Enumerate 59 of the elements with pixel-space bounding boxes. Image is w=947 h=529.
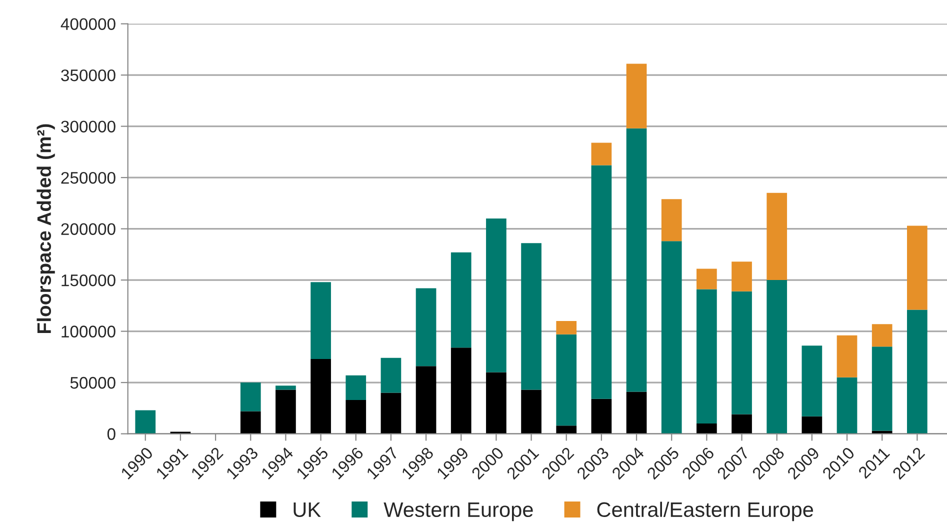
bar xyxy=(240,382,261,412)
bar xyxy=(907,226,928,310)
bar xyxy=(626,392,647,434)
legend-label: Western Europe xyxy=(384,502,533,522)
legend-label: UK xyxy=(294,502,321,518)
bar xyxy=(521,243,542,390)
bar xyxy=(732,262,752,292)
bar xyxy=(907,310,928,434)
bar xyxy=(380,392,402,434)
bar xyxy=(872,346,892,431)
bar xyxy=(556,321,577,334)
bar xyxy=(416,288,436,366)
y-tick-label: 400000 xyxy=(60,18,116,30)
bar xyxy=(591,165,612,399)
bar xyxy=(766,192,788,280)
bar xyxy=(346,400,366,434)
legend-label: Central/Eastern Europe xyxy=(597,502,814,522)
bar xyxy=(416,366,436,434)
y-tick-label: 300000 xyxy=(61,120,116,132)
bar xyxy=(836,377,858,434)
bar xyxy=(661,241,682,434)
y-tick-label: 100000 xyxy=(62,326,116,338)
bar xyxy=(310,358,331,434)
bar xyxy=(486,218,506,372)
bar xyxy=(872,324,892,347)
bar xyxy=(450,348,472,434)
bar xyxy=(310,282,331,359)
bar xyxy=(696,424,717,434)
bar xyxy=(696,289,717,424)
y-tick-label: 150000 xyxy=(62,274,116,286)
y-tick-label: 0 xyxy=(107,428,116,440)
bar xyxy=(732,291,752,414)
y-tick-label: 350000 xyxy=(61,69,116,82)
bar xyxy=(836,335,858,378)
bar xyxy=(802,416,822,434)
y-tick-label: 250000 xyxy=(61,172,116,184)
bar xyxy=(661,199,682,242)
bar xyxy=(626,64,647,128)
bar xyxy=(240,411,261,434)
bar xyxy=(696,268,717,290)
bar xyxy=(346,375,366,400)
y-tick-label: 50000 xyxy=(70,376,116,389)
bar xyxy=(521,390,542,434)
bar xyxy=(276,386,296,390)
bar xyxy=(135,410,156,434)
bar xyxy=(766,280,788,434)
bar xyxy=(380,358,402,393)
bar xyxy=(732,414,752,434)
bar xyxy=(276,390,296,434)
bar xyxy=(802,346,822,416)
bar xyxy=(556,334,577,426)
bar xyxy=(450,252,472,348)
bar xyxy=(486,372,506,434)
bar xyxy=(591,142,612,166)
bar xyxy=(626,128,647,392)
y-tick-label: 200000 xyxy=(61,223,116,235)
y-axis-title: Floorspace Added (m²) xyxy=(36,124,55,333)
bar xyxy=(556,426,577,434)
bar xyxy=(591,398,612,434)
